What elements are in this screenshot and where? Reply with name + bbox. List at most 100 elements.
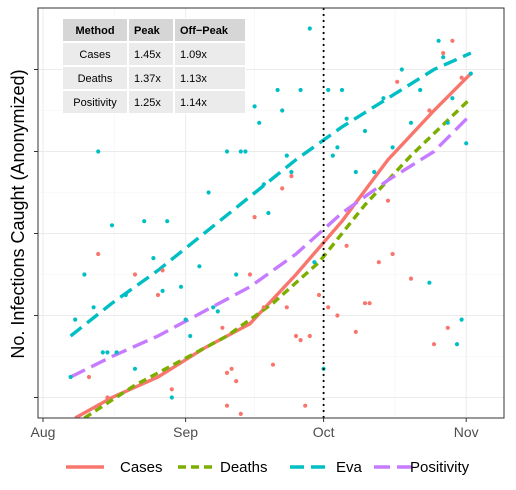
point-cases [459,75,464,80]
table-cell [63,43,127,65]
point-eva [330,153,335,158]
panel-border [37,7,505,419]
point-cases [335,313,340,318]
point-cases [247,272,253,277]
point-eva [82,272,87,277]
point-eva [151,256,156,261]
point-eva [464,141,469,146]
point-eva [252,104,257,109]
point-cases [224,370,230,375]
trend-line-cases [74,72,473,418]
point-eva [335,145,340,150]
table-value: 1.37x [134,73,161,85]
table-cell [175,43,245,65]
point-eva [100,350,105,355]
table-header: Peak [134,25,161,37]
point-eva [280,108,285,113]
point-eva [169,395,174,400]
point-eva [178,284,184,289]
point-eva [312,260,317,265]
trend-line-eva [69,51,472,338]
point-eva [266,210,271,216]
point-eva [450,96,455,101]
point-cases [307,333,312,339]
table-value: 1.14x [180,97,207,109]
point-eva [68,374,73,380]
point-cases [86,374,92,380]
point-eva [197,264,202,269]
point-eva [73,317,78,322]
point-eva [399,67,404,72]
table-header: Method [75,25,114,37]
point-cases [445,325,450,330]
table-header-cell [129,19,173,41]
table-cell [129,67,173,89]
table-value: Deaths [78,73,113,85]
point-eva [234,272,239,277]
point-eva [468,71,473,76]
point-cases [234,379,239,384]
point-eva [436,38,441,43]
table-value: 1.25x [134,97,161,109]
legend-label-deaths: Deaths [220,459,268,476]
point-cases [270,362,276,367]
legend: Cases Deaths Eva Positivity [66,459,470,476]
point-eva [390,145,395,150]
point-eva [211,305,216,310]
point-eva [261,182,266,187]
point-cases [289,174,294,179]
point-eva [183,317,188,322]
point-eva [188,333,193,339]
table-header-cell [175,19,245,41]
point-cases [431,342,437,347]
table-cell [63,67,127,89]
table-value: Positivity [73,97,117,109]
trend-line-deaths [83,96,472,418]
point-cases [252,215,257,220]
point-cases [238,411,243,416]
summary-table: Method Peak Off−Peak Cases 1.45x 1.09x Deaths 1… [62,18,246,114]
point-cases [344,243,349,248]
table-value: 1.13x [180,73,207,85]
axes: Aug Sep Oct Nov [31,69,479,440]
point-eva [109,223,115,228]
trend-line-positivity [69,113,473,379]
point-eva [307,26,312,31]
x-tick-label: Oct [313,424,335,440]
point-cases [298,338,303,343]
legend-label-cases: Cases [120,459,163,476]
point-cases [229,366,234,371]
point-eva [353,169,358,175]
point-eva [91,305,96,310]
table-cell [63,91,127,113]
point-eva [408,120,414,125]
point-cases [284,305,289,310]
point-eva [160,288,165,293]
point-eva [454,342,460,347]
point-cases [441,51,446,56]
point-cases [303,403,308,408]
table-header: Off−Peak [180,25,229,37]
point-eva [372,169,377,175]
table-cell [129,43,173,65]
point-eva [445,120,450,125]
point-eva [339,87,345,93]
trend-lines [69,51,473,418]
point-cases [427,108,432,113]
table-cell [129,91,173,113]
table-value: 1.45x [134,49,161,61]
point-cases [408,276,414,281]
point-cases [96,251,101,257]
point-cases [450,38,455,43]
x-tick-label: Sep [173,424,198,440]
point-eva [459,317,464,322]
point-cases [385,198,391,203]
point-cases [220,325,225,330]
y-axis-title: No. Infections Caught (Anonymized) [8,69,28,358]
legend-label-positivity: Positivity [410,459,470,476]
point-cases [169,387,174,392]
point-eva [362,128,368,134]
point-eva [123,292,128,298]
point-eva [165,219,170,224]
point-eva [275,87,280,93]
